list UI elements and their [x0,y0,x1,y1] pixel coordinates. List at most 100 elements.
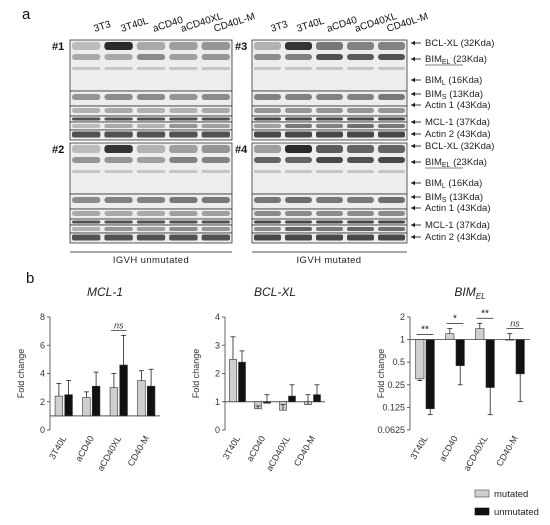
marker-label: Actin 2 (43Kda) [425,129,491,140]
band [347,234,374,241]
band [285,67,312,70]
marker-label: BIMS (13Kda) [425,89,483,101]
band [285,220,312,224]
band [347,117,374,121]
band [285,124,312,128]
y-tick-label: 0.5 [392,357,405,367]
chart-title: MCL-1 [87,285,123,299]
band [254,227,281,231]
y-axis-label: Fold change [376,349,386,399]
band [104,220,133,224]
y-tick-label: 2 [400,312,405,322]
bar-unmutated [515,339,525,375]
band [72,42,101,50]
band [136,94,166,100]
marker-arrowhead [411,194,415,200]
band [378,220,405,224]
band [285,94,312,100]
band [316,42,343,50]
band [104,67,133,70]
band [136,234,166,241]
category-label: 3T40L [408,434,429,461]
band [285,131,312,138]
marker-label: MCL-1 (37Kda) [425,220,490,231]
marker-arrowhead [411,102,415,108]
y-axis-label: Fold change [191,349,201,399]
legend-swatch-unmutated [474,507,490,516]
blot-number: #1 [52,41,64,53]
y-tick-label: 6 [40,340,45,350]
band [254,108,281,113]
band [72,131,101,138]
band [285,108,312,113]
band [378,145,405,153]
marker-arrowhead [411,222,415,228]
chart-title: BCL-XL [254,285,296,299]
band [72,94,101,100]
chart-2: BIMEL 2 1 0.5 0.25 0.125 0.0625 Fold change 3T40… [376,285,530,473]
marker-label: Actin 1 (43Kda) [425,203,491,214]
marker-arrowhead [411,143,415,149]
bar-unmutated [146,385,156,417]
band [285,117,312,121]
band [169,234,198,241]
band [347,227,374,231]
marker-label: Actin 2 (43Kda) [425,232,491,243]
band [285,170,312,173]
band [169,108,198,113]
band [254,220,281,224]
y-tick-label: 8 [40,312,45,322]
band [136,124,166,128]
band [254,117,281,121]
band [201,234,230,241]
y-tick-label: 0 [40,425,45,435]
bar-mutated [445,333,455,340]
band [378,211,405,216]
significance-label: ** [481,308,489,319]
band [72,54,101,60]
band [347,170,374,173]
band [136,197,166,203]
marker-label: BIMS (13Kda) [425,192,483,204]
band [201,117,230,121]
band [254,197,281,203]
band [316,211,343,216]
band [316,131,343,138]
band [201,197,230,203]
band [254,234,281,241]
band [169,117,198,121]
band [316,157,343,163]
marker-label: BIML (16Kda) [425,178,482,190]
band [104,108,133,113]
band [254,124,281,128]
band [201,220,230,224]
band [347,67,374,70]
band [136,170,166,173]
band [169,227,198,231]
category-label: aCD40XL [95,434,123,473]
band [285,54,312,60]
band [201,131,230,138]
panel-b-letter: b [26,270,34,287]
band [347,108,374,113]
bar-mutated [109,387,119,417]
band [378,67,405,70]
band [285,157,312,163]
band [201,94,230,100]
marker-arrowhead [411,119,415,125]
band [316,227,343,231]
band [104,124,133,128]
bar-unmutated [288,395,296,403]
bar-unmutated [425,339,435,410]
band [378,108,405,113]
band [347,220,374,224]
band [254,157,281,163]
bar-unmutated [119,364,128,417]
significance-label: ns [510,319,520,329]
band [378,94,405,100]
marker-arrowhead [411,159,415,165]
band [378,124,405,128]
band [169,220,198,224]
category-label: 3T40L [221,434,242,461]
